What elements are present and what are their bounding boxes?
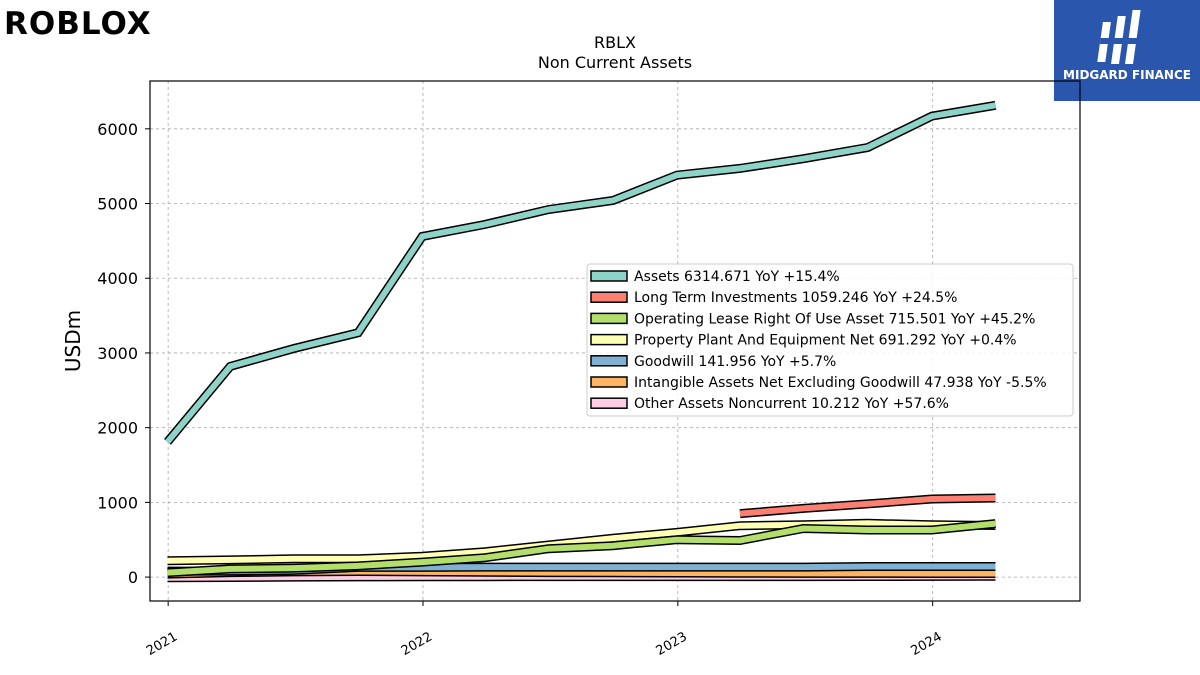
x-axis-ticks: 2021 2022 2023 2024 [144, 601, 945, 659]
legend-swatch [590, 397, 628, 409]
roblox-logo-text: ROBLOX [4, 6, 152, 42]
midgard-logo-text: MIDGARD FINANCE [1063, 68, 1191, 82]
y-axis-label: USDm [61, 310, 85, 372]
legend-swatch [590, 312, 628, 325]
y-tick-label: 2000 [97, 419, 138, 438]
x-tick-label: 2021 [144, 629, 180, 659]
legend-box [586, 263, 1074, 417]
legend-label: Operating Lease Right Of Use Asset 715.5… [634, 311, 1035, 327]
y-tick-label: 4000 [97, 269, 138, 288]
legend-label: Other Assets Noncurrent 10.212 YoY +57.6… [634, 396, 949, 412]
series-lines [164, 100, 997, 583]
legend-swatch [590, 333, 628, 346]
y-tick-label: 0 [128, 568, 138, 587]
series-long-term-investments-line [739, 495, 996, 517]
legend-swatch [590, 291, 628, 303]
series-property-plant-and-equipment-net-line [167, 520, 996, 564]
y-tick-label: 5000 [97, 195, 138, 214]
x-tick-label: 2023 [654, 629, 690, 659]
legend-label: Goodwill 141.956 YoY +5.7% [634, 354, 836, 370]
x-tick-label: 2022 [399, 629, 435, 659]
legend-label: Intangible Assets Net Excluding Goodwill… [634, 375, 1047, 391]
series-operating-lease-right-of-use-asset-line [167, 520, 996, 576]
y-tick-label: 1000 [97, 493, 138, 512]
legend-label: Long Term Investments 1059.246 YoY +24.5… [634, 290, 957, 306]
legend: Assets 6314.671 YoY +15.4% Long Term Inve… [586, 263, 1074, 417]
midgard-finance-logo: MIDGARD FINANCE [1054, 0, 1200, 101]
legend-swatch [590, 270, 628, 282]
chart-title: RBLX [594, 33, 636, 52]
y-tick-label: 3000 [97, 344, 138, 363]
legend-label: Assets 6314.671 YoY +15.4% [634, 269, 840, 285]
plot-frame [149, 80, 1081, 602]
midgard-emblem-icon [1097, 10, 1141, 64]
legend-swatch [590, 355, 628, 367]
chart-subtitle: Non Current Assets [538, 53, 692, 72]
y-tick-label: 6000 [97, 120, 138, 139]
y-axis-ticks: 0 1000 2000 3000 4000 5000 6000 [97, 120, 150, 587]
x-tick-label: 2024 [909, 629, 945, 659]
legend-swatch [590, 376, 628, 388]
roblox-logo: ROBLOX [4, 6, 152, 42]
series-assets-line [165, 102, 997, 444]
legend-label: Property Plant And Equipment Net 691.292… [634, 333, 1017, 349]
